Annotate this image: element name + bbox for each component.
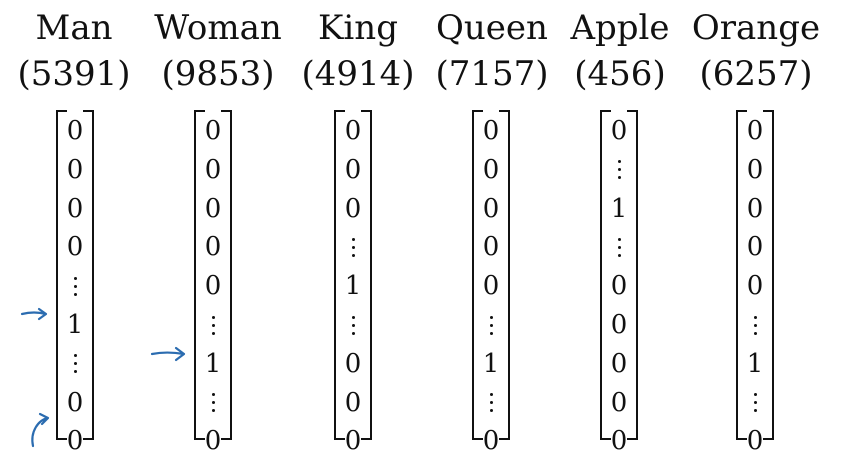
vector-entry-one: 1: [610, 193, 628, 224]
vector-ellipsis: [211, 306, 215, 344]
vector-entry-zero: 0: [482, 232, 500, 263]
vector-ellipsis: [351, 306, 355, 344]
vector-entry-zero: 0: [344, 193, 362, 224]
vector-entry-zero: 0: [746, 426, 764, 457]
vector-entry-zero: 0: [204, 426, 222, 457]
word-label-man: Man (5391): [4, 0, 144, 94]
word-index: (5391): [17, 54, 131, 94]
word-name: Orange: [691, 8, 821, 48]
vector-entry-zero: 0: [344, 116, 362, 146]
vector-entry-zero: 0: [746, 193, 764, 224]
vector-entry-zero: 0: [204, 154, 222, 185]
one-hot-vector-woman: 0 0 0 0 0 1 0: [194, 110, 232, 456]
vector-entry-zero: 0: [344, 348, 362, 379]
vector-entry-zero: 0: [482, 154, 500, 185]
vector-entry-zero: 0: [610, 310, 628, 340]
hand-drawn-arrow-icon: [31, 412, 50, 448]
vector-entry-zero: 0: [610, 426, 628, 457]
word-name: Woman: [154, 8, 282, 48]
word-label-king: King (4914): [288, 0, 428, 94]
word-index: (7157): [435, 54, 549, 94]
word-label-woman: Woman (9853): [148, 0, 288, 94]
vector-entry-zero: 0: [66, 387, 84, 418]
vector-ellipsis: [351, 228, 355, 266]
vector-ellipsis: [73, 267, 77, 305]
one-hot-vector-queen: 0 0 0 0 0 1 0: [472, 110, 510, 456]
vector-ellipsis: [753, 306, 757, 344]
vector-entry-zero: 0: [66, 116, 84, 146]
word-label-queen: Queen (7157): [422, 0, 562, 94]
vector-entry-zero: 0: [482, 271, 500, 302]
vector-entry-zero: 0: [746, 154, 764, 185]
word-index: (9853): [161, 54, 275, 94]
vector-entry-zero: 0: [610, 348, 628, 379]
vector-ellipsis: [617, 151, 621, 189]
vector-ellipsis: [73, 345, 77, 383]
vector-entry-zero: 0: [204, 193, 222, 224]
vector-entry-zero: 0: [344, 426, 362, 457]
vector-entry-zero: 0: [746, 271, 764, 302]
one-hot-vector-man: 0 0 0 0 1 0 0: [56, 110, 94, 456]
vector-ellipsis: [617, 228, 621, 266]
vector-entry-zero: 0: [344, 387, 362, 418]
vector-entry-zero: 0: [746, 116, 764, 146]
word-name: Queen: [436, 8, 548, 48]
vector-entry-one: 1: [66, 310, 84, 340]
vector-entry-zero: 0: [610, 387, 628, 418]
vector-ellipsis: [753, 384, 757, 422]
vector-ellipsis: [489, 306, 493, 344]
vector-entry-one: 1: [746, 348, 764, 379]
hand-drawn-arrow-icon: [150, 346, 186, 362]
vector-entry-zero: 0: [66, 232, 84, 263]
vector-entry-one: 1: [344, 271, 362, 302]
vector-entry-zero: 0: [204, 232, 222, 263]
word-index: (456): [574, 54, 666, 94]
word-name: King: [318, 8, 398, 48]
vector-entry-zero: 0: [482, 193, 500, 224]
vector-entry-zero: 0: [344, 154, 362, 185]
word-name: Apple: [570, 8, 670, 48]
word-index: (4914): [301, 54, 415, 94]
vector-entry-zero: 0: [204, 271, 222, 302]
vector-entry-zero: 0: [66, 193, 84, 224]
vector-entry-zero: 0: [204, 116, 222, 146]
vector-entry-zero: 0: [746, 232, 764, 263]
one-hot-vector-apple: 0 1 0 0 0 0 0: [600, 110, 638, 456]
vector-entry-zero: 0: [482, 426, 500, 457]
one-hot-vector-king: 0 0 0 1 0 0 0: [334, 110, 372, 456]
word-label-orange: Orange (6257): [686, 0, 826, 94]
one-hot-vector-orange: 0 0 0 0 0 1 0: [736, 110, 774, 456]
vector-ellipsis: [211, 384, 215, 422]
vector-entry-zero: 0: [66, 154, 84, 185]
vector-entry-zero: 0: [482, 116, 500, 146]
word-index: (6257): [699, 54, 813, 94]
vector-entry-zero: 0: [66, 426, 84, 457]
word-label-apple: Apple (456): [550, 0, 690, 94]
word-name: Man: [35, 8, 113, 48]
vector-entry-one: 1: [482, 348, 500, 379]
hand-drawn-arrow-icon: [20, 307, 48, 321]
vector-ellipsis: [489, 384, 493, 422]
vector-entry-one: 1: [204, 348, 222, 379]
vector-entry-zero: 0: [610, 271, 628, 302]
vector-entry-zero: 0: [610, 116, 628, 146]
